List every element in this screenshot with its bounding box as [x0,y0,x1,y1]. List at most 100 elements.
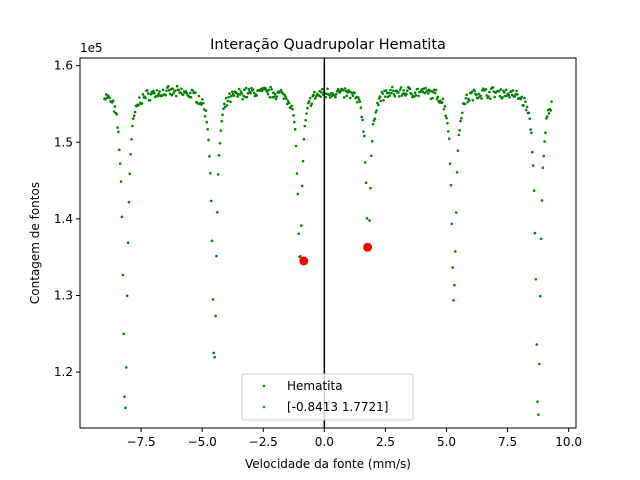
data-point [237,87,241,91]
data-point [375,109,378,112]
data-point [272,91,275,95]
data-point [447,130,450,133]
data-point [451,266,454,269]
data-point [511,89,515,92]
data-point [209,172,212,175]
plot-frame [79,57,577,429]
data-point [157,92,160,96]
data-point [300,224,303,227]
data-point [544,131,547,135]
data-point [365,217,369,220]
data-point [185,91,188,95]
data-point [444,114,447,118]
data-point [357,98,361,101]
legend-label-velocities: [-0.8413 1.7721] [287,400,388,414]
data-point [399,86,403,89]
data-point [281,92,285,95]
x-tick-label: −7.5 [127,435,156,449]
data-point [266,92,270,96]
data-point [295,172,299,175]
data-point [215,254,218,258]
data-point [358,100,362,103]
data-point [535,343,538,346]
data-point [255,94,258,97]
data-point [434,88,438,92]
data-point [299,255,302,258]
data-point [141,93,145,96]
data-point [216,210,219,214]
data-point [321,87,324,91]
data-point [424,86,427,90]
data-point [336,87,340,91]
data-point [452,299,455,302]
data-point [214,314,217,318]
data-point [268,95,272,99]
data-point [290,104,293,108]
data-point [303,124,307,128]
data-point [307,100,311,103]
data-point [550,100,553,103]
data-point [292,114,295,117]
y-tick-label: 1.3 [54,288,73,302]
data-point [531,164,535,167]
data-point [132,114,136,118]
data-point [274,97,278,101]
legend-marker-hematita [262,384,266,388]
data-point [416,87,419,91]
data-point [493,95,496,99]
data-point [132,117,135,120]
data-point [360,115,363,119]
data-point [138,96,141,99]
data-point [179,91,182,94]
data-point [475,93,478,97]
data-point [118,148,121,152]
data-point [527,111,531,115]
data-point [532,189,536,192]
data-point [180,87,183,90]
data-point [376,101,379,105]
data-point [164,93,167,97]
data-point [306,106,309,110]
data-point [523,96,526,100]
data-point [533,231,537,235]
data-point [362,130,365,133]
data-point [489,97,492,101]
data-point [480,97,483,100]
data-point [410,92,413,96]
data-point [454,250,457,253]
data-point [368,219,371,222]
data-point [491,86,495,89]
data-point [405,89,409,93]
data-point [507,93,510,97]
data-point [549,109,552,112]
data-point [389,88,392,92]
data-point [540,199,544,202]
data-point [453,283,456,287]
legend-label-hematita: Hematita [287,379,343,393]
data-point [244,86,248,90]
data-point [239,90,243,93]
y-tick-label: 1.2 [54,365,73,379]
data-point [284,95,287,99]
data-point [335,92,338,96]
data-point [397,90,400,94]
data-point [391,89,395,93]
data-point [373,117,377,121]
data-point [127,200,131,204]
data-point [188,91,192,95]
data-point [414,94,418,97]
data-point [201,98,204,101]
data-point [464,96,468,100]
data-point [538,294,542,298]
data-point [251,88,255,91]
data-point [218,141,222,145]
data-point [113,105,117,108]
data-point [351,94,355,98]
data-point [408,87,412,91]
data-point [384,95,387,98]
data-point [207,138,210,142]
data-point [503,91,506,94]
data-point [328,93,331,97]
data-point [516,93,519,96]
